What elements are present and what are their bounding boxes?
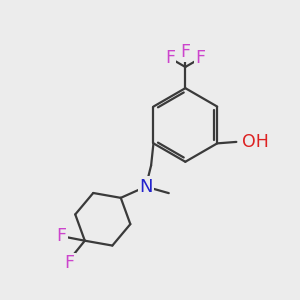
Text: F: F: [196, 49, 206, 67]
Text: F: F: [165, 49, 175, 67]
Text: OH: OH: [242, 133, 268, 151]
Text: F: F: [64, 254, 74, 272]
Text: N: N: [139, 178, 153, 196]
Text: F: F: [180, 43, 190, 61]
Text: F: F: [56, 227, 66, 245]
